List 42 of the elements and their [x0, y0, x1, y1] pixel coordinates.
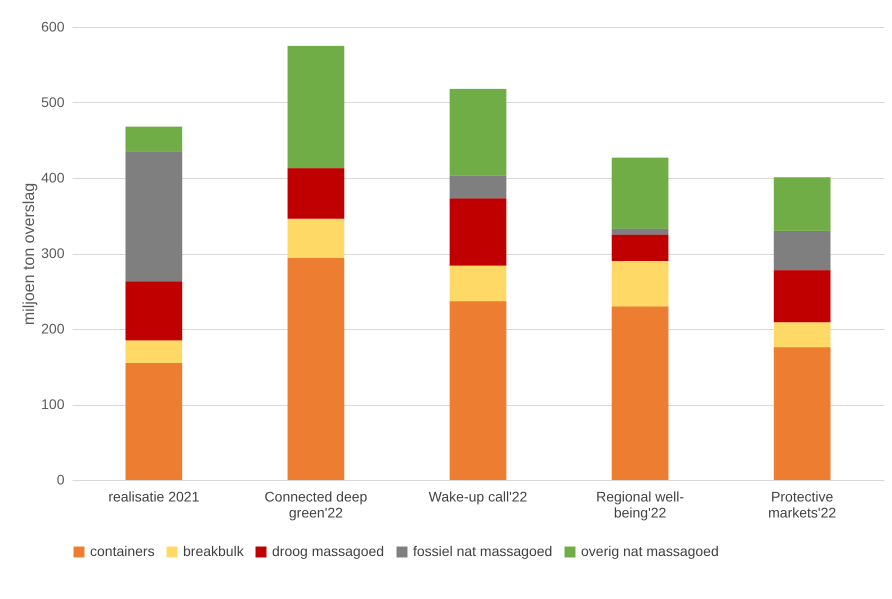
y-tick-label: 600	[41, 18, 65, 34]
y-tick-label: 200	[41, 320, 65, 336]
y-tick-label: 300	[41, 245, 65, 261]
y-tick-label: 100	[41, 396, 65, 412]
bar	[612, 158, 668, 229]
bar	[125, 126, 182, 152]
bar	[288, 168, 344, 219]
y-tick-label: 400	[41, 170, 65, 186]
bar	[125, 340, 182, 363]
y-axis-title: miljoen ton overslag	[21, 182, 38, 326]
bar	[450, 88, 506, 176]
bar	[450, 198, 506, 266]
y-tick-label: 0	[56, 472, 65, 488]
bar	[612, 306, 668, 480]
bar	[774, 177, 831, 231]
bar	[125, 152, 182, 282]
x-tick-label: Protective markets'22	[768, 488, 836, 520]
bar	[612, 261, 668, 306]
bar	[125, 281, 182, 340]
legend-label: breakbulk	[183, 543, 245, 559]
y-tick-label: 500	[41, 94, 65, 110]
legend-label: fossiel nat massagoed	[413, 543, 552, 559]
bar	[288, 218, 344, 258]
bar	[288, 258, 344, 480]
legend-label: droog massagoed	[272, 543, 384, 559]
x-tick-label: realisatie 2021	[108, 488, 200, 504]
bar	[774, 270, 831, 322]
bar	[125, 362, 182, 480]
bar	[288, 46, 344, 168]
x-tick-label: Wake-up call'22	[428, 488, 528, 504]
bar	[450, 176, 506, 198]
bar	[774, 347, 831, 480]
legend-label: overig nat massagoed	[581, 543, 719, 559]
bar	[450, 266, 506, 302]
legend-label: containers	[90, 543, 155, 559]
x-tick-label: Regional well-being'22	[596, 488, 684, 520]
bar	[612, 228, 668, 235]
bar	[774, 230, 831, 270]
bar	[612, 234, 668, 262]
x-tick-label: Connected deep green'22	[264, 488, 368, 520]
bar	[450, 301, 506, 480]
bar	[774, 322, 831, 348]
